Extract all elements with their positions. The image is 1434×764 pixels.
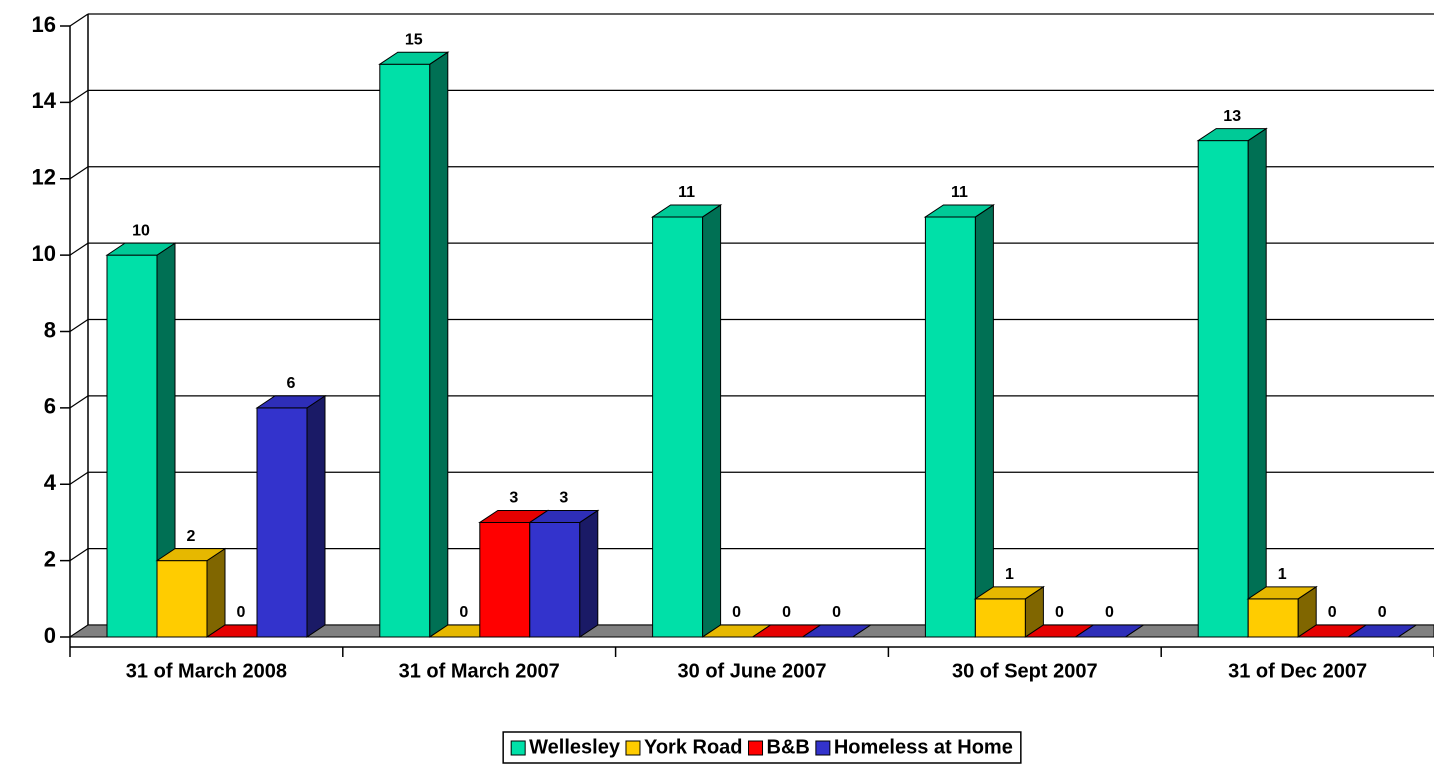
bar	[924, 216, 976, 638]
y-tick-label: 6	[44, 394, 56, 419]
value-label: 0	[732, 604, 741, 621]
grid-connector	[69, 89, 89, 103]
value-label: 0	[1105, 604, 1114, 621]
x-tick-label: 31 of Dec 2007	[1228, 660, 1367, 682]
bar	[529, 521, 581, 638]
bar-top	[1073, 624, 1146, 638]
value-label: 0	[1055, 604, 1064, 621]
bar-top	[1196, 128, 1268, 142]
bar	[479, 521, 531, 638]
grid-connector	[69, 13, 89, 27]
grid-connector	[69, 395, 89, 409]
bar	[1247, 598, 1299, 638]
y-tick-label: 0	[44, 623, 56, 648]
bar	[156, 560, 208, 638]
bar-top	[155, 548, 227, 562]
grid-connector	[69, 319, 89, 332]
value-label: 0	[1328, 604, 1337, 621]
bar-top	[1346, 624, 1418, 638]
y-tick-label: 12	[32, 165, 56, 190]
value-label: 3	[509, 490, 518, 507]
x-tick-label: 31 of March 2007	[399, 660, 560, 682]
legend-swatch	[815, 740, 831, 756]
value-label: 13	[1223, 108, 1241, 125]
legend-label: Homeless at Home	[834, 736, 1013, 758]
value-label: 10	[132, 222, 150, 239]
x-tick-label: 30 of June 2007	[678, 660, 827, 682]
legend: Wellesley York Road B&B Homeless at Home	[502, 731, 1022, 764]
value-label: 0	[459, 604, 468, 621]
bar-side	[702, 204, 722, 638]
bar-top	[800, 624, 873, 638]
y-tick-label: 2	[44, 546, 56, 571]
bar	[379, 63, 431, 638]
bar-top	[105, 242, 177, 256]
bar-top	[378, 51, 450, 65]
grid-connector	[69, 242, 89, 256]
bar-top	[923, 204, 996, 218]
grid-connector	[69, 548, 89, 562]
grid-connector	[69, 166, 89, 180]
legend-swatch	[510, 740, 526, 756]
bar-top	[528, 509, 600, 523]
bar-top	[650, 204, 723, 218]
bar-top	[973, 586, 1046, 600]
x-tick-label: 30 of Sept 2007	[952, 660, 1098, 682]
value-label: 0	[782, 604, 791, 621]
y-tick-label: 16	[32, 12, 56, 37]
bar-top	[255, 395, 327, 409]
x-tick-label: 31 of March 2008	[126, 660, 287, 682]
legend-label: B&B	[767, 736, 810, 758]
grid-connector	[69, 471, 89, 485]
bar-top	[1246, 586, 1318, 600]
legend-label: Wellesley	[529, 736, 621, 758]
legend-swatch	[625, 740, 641, 756]
value-label: 15	[405, 31, 423, 48]
value-label: 11	[678, 184, 695, 201]
value-label: 11	[951, 184, 968, 201]
legend-swatch	[748, 740, 764, 756]
value-label: 3	[559, 490, 568, 507]
bar	[256, 407, 308, 638]
y-tick-label: 14	[32, 88, 57, 113]
bar-side	[429, 51, 449, 638]
legend-label: York Road	[644, 736, 743, 758]
y-tick-label: 4	[44, 470, 57, 495]
bar-side	[974, 204, 994, 638]
value-label: 0	[237, 604, 246, 621]
value-label: 2	[187, 528, 196, 545]
y-tick-label: 10	[32, 241, 56, 266]
bar	[974, 598, 1026, 638]
bar	[652, 216, 704, 638]
y-tick-label: 8	[44, 317, 56, 342]
bar-side	[306, 394, 326, 638]
bar	[106, 254, 158, 638]
value-label: 1	[1278, 566, 1287, 583]
value-label: 0	[1378, 604, 1387, 621]
value-label: 0	[832, 604, 841, 621]
bar	[1197, 140, 1249, 638]
value-label: 1	[1005, 566, 1014, 583]
bar-side	[579, 509, 599, 638]
value-label: 6	[287, 375, 296, 392]
bar-side	[1247, 127, 1267, 638]
bar-side	[206, 547, 226, 638]
